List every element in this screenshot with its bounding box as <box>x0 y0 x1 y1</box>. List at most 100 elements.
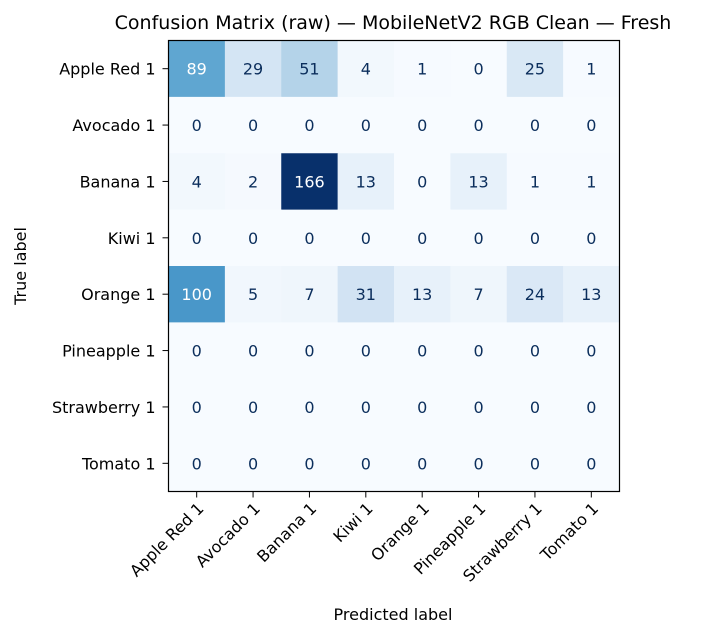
heatmap-cells <box>168 40 620 492</box>
heatmap-cell <box>563 322 620 380</box>
heatmap-cell <box>506 209 564 267</box>
heatmap-cell <box>337 322 395 380</box>
cell-value-label: 0 <box>417 116 427 135</box>
heatmap-cell <box>337 435 395 492</box>
cell-value-label: 51 <box>299 60 319 79</box>
heatmap-cell <box>450 378 508 436</box>
heatmap-cell <box>563 209 620 267</box>
cell-value-label: 5 <box>248 285 258 304</box>
cell-value-label: 0 <box>361 454 371 473</box>
y-tick-label: Banana 1 <box>80 172 156 191</box>
heatmap-cell <box>281 378 339 436</box>
cell-value-label: 7 <box>304 285 314 304</box>
cell-value-label: 0 <box>304 454 314 473</box>
cell-value-label: 0 <box>417 229 427 248</box>
cell-value-label: 0 <box>586 116 596 135</box>
heatmap-cell <box>281 266 339 323</box>
cell-value-label: 2 <box>248 172 258 191</box>
plot-frame <box>167 39 621 493</box>
heatmap-cell <box>168 40 226 98</box>
cell-value-label: 13 <box>412 285 432 304</box>
cell-value-label: 89 <box>187 60 207 79</box>
heatmap-cell <box>394 209 451 267</box>
cell-value-label: 31 <box>356 285 376 304</box>
cell-value-label: 0 <box>304 398 314 417</box>
heatmap-cell <box>563 266 620 323</box>
cell-value-label: 0 <box>248 116 258 135</box>
cell-value-label: 0 <box>192 116 202 135</box>
cell-value-label: 0 <box>473 398 483 417</box>
cell-value-label: 24 <box>525 285 545 304</box>
cell-value-label: 13 <box>581 285 601 304</box>
heatmap-cell <box>506 378 564 436</box>
cell-value-label: 0 <box>473 454 483 473</box>
heatmap-cell <box>224 96 282 154</box>
heatmap-cell <box>281 209 339 267</box>
heatmap-cell <box>224 322 282 380</box>
heatmap-cell <box>450 322 508 380</box>
cell-value-label: 0 <box>586 342 596 361</box>
cell-value-label: 0 <box>530 229 540 248</box>
y-tick-label: Avocado 1 <box>72 116 155 135</box>
heatmap-cell <box>337 40 395 98</box>
heatmap-cell <box>281 322 339 380</box>
heatmap-cell <box>506 40 564 98</box>
cell-value-label: 0 <box>473 229 483 248</box>
cell-value-label: 0 <box>473 60 483 79</box>
heatmap-cell <box>337 96 395 154</box>
cell-value-label: 0 <box>586 454 596 473</box>
heatmap-cell <box>394 435 451 492</box>
cell-value-label: 0 <box>417 454 427 473</box>
heatmap-cell <box>224 378 282 436</box>
cell-value-label: 0 <box>473 116 483 135</box>
heatmap-cell <box>281 96 339 154</box>
y-axis-ticks: Apple Red 1 Avocado 1 Banana 1 Kiwi 1 Orange… <box>52 60 169 473</box>
heatmap-cell <box>394 322 451 380</box>
heatmap-cell <box>563 435 620 492</box>
y-tick-label: Kiwi 1 <box>108 229 156 248</box>
heatmap-cell <box>506 322 564 380</box>
cell-value-label: 0 <box>304 229 314 248</box>
cell-value-label: 25 <box>525 60 545 79</box>
cell-value-label: 0 <box>530 398 540 417</box>
heatmap-cell <box>563 40 620 98</box>
cell-value-label: 0 <box>417 398 427 417</box>
heatmap-cell <box>168 153 226 211</box>
cell-value-label: 13 <box>468 172 488 191</box>
heatmap-cell <box>224 435 282 492</box>
cell-value-label: 0 <box>361 229 371 248</box>
cell-value-label: 0 <box>586 229 596 248</box>
heatmap-cell <box>168 209 226 267</box>
cell-value-label: 13 <box>356 172 376 191</box>
cell-value-label: 29 <box>243 60 263 79</box>
y-tick-label: Apple Red 1 <box>59 60 155 79</box>
heatmap-cell <box>563 378 620 436</box>
x-tick-label: Apple Red 1 <box>126 499 208 581</box>
cell-value-label: 0 <box>248 342 258 361</box>
heatmap-cell <box>450 40 508 98</box>
cell-value-label: 166 <box>294 172 325 191</box>
cell-value-label: 0 <box>361 116 371 135</box>
heatmap-cell <box>394 266 451 323</box>
heatmap-cell <box>506 153 564 211</box>
y-tick-label: Orange 1 <box>81 285 155 304</box>
cell-value-label: 0 <box>361 342 371 361</box>
cell-value-label: 0 <box>304 116 314 135</box>
heatmap-cell <box>394 96 451 154</box>
heatmap-cell <box>281 435 339 492</box>
heatmap-cell <box>394 153 451 211</box>
cell-value-label: 0 <box>192 454 202 473</box>
heatmap-cell <box>506 435 564 492</box>
heatmap-cell <box>506 266 564 323</box>
cell-value-label: 0 <box>586 398 596 417</box>
cell-value-label: 0 <box>248 398 258 417</box>
x-axis-label: Predicted label <box>334 605 453 624</box>
heatmap-cell <box>168 96 226 154</box>
heatmap-cell <box>450 96 508 154</box>
cell-value-label: 7 <box>473 285 483 304</box>
cell-value-label: 0 <box>248 229 258 248</box>
y-axis-label: True label <box>11 227 30 306</box>
cell-value-label: 4 <box>192 172 202 191</box>
heatmap-cell <box>337 209 395 267</box>
